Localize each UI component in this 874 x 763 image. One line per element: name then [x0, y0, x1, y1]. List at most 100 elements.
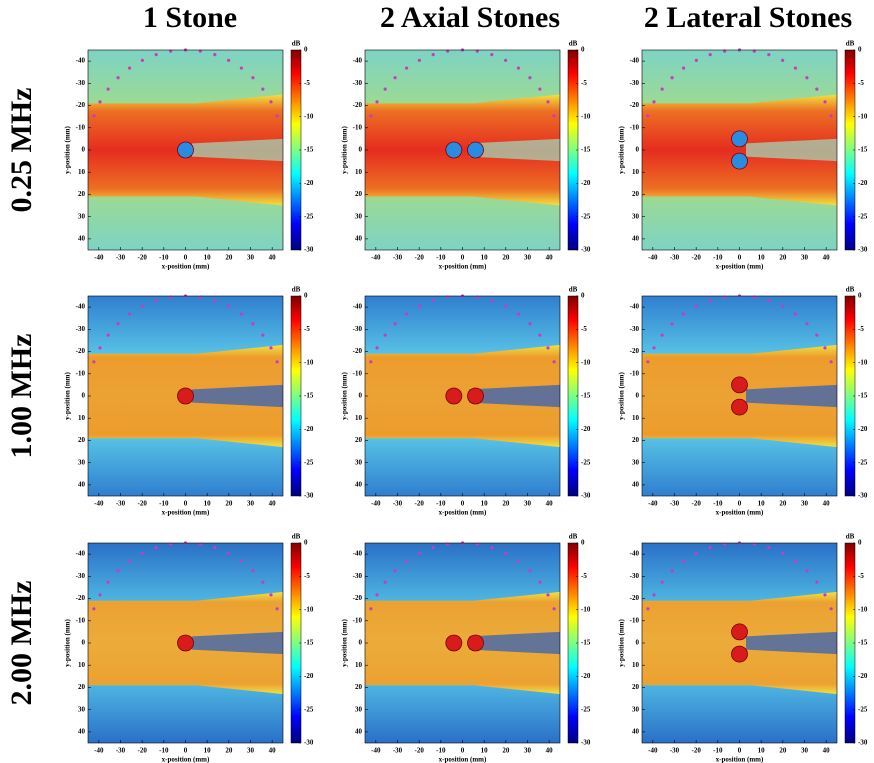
transducer-element: [116, 322, 119, 325]
colorbar-label: dB: [292, 40, 301, 48]
transducer-element: [546, 100, 549, 103]
transducer-element: [128, 559, 131, 562]
colorbar-tick-label: -25: [581, 212, 591, 220]
transducer-element: [92, 360, 95, 363]
y-tick-label: -10: [630, 616, 640, 624]
y-tick-label: 30: [78, 212, 86, 220]
transducer-element: [781, 305, 784, 308]
transducer-element: [384, 88, 387, 91]
transducer-element: [261, 581, 264, 584]
transducer-element: [709, 53, 712, 56]
y-axis-label: y-position (mm): [618, 126, 626, 174]
colorbar-tick-label: -5: [304, 572, 310, 580]
transducer-element: [276, 114, 279, 117]
transducer-element: [116, 76, 119, 79]
transducer-element: [646, 360, 649, 363]
y-tick-label: -30: [630, 572, 640, 580]
transducer-element: [490, 299, 493, 302]
transducer-element: [261, 334, 264, 337]
y-tick-label: 40: [355, 480, 363, 488]
transducer-element: [269, 593, 272, 596]
y-tick-label: -30: [76, 325, 86, 333]
x-tick-label: 0: [461, 254, 465, 262]
colorbar-tick-label: -30: [304, 246, 314, 254]
y-tick-label: -30: [76, 79, 86, 87]
y-tick-label: -40: [630, 303, 640, 311]
stone: [468, 635, 484, 651]
stone: [178, 142, 194, 158]
x-tick-label: -10: [713, 254, 723, 262]
transducer-element: [269, 100, 272, 103]
x-axis-label: x-position (mm): [162, 509, 210, 517]
colorbar-tick-label: -20: [581, 425, 591, 433]
transducer-element: [490, 53, 493, 56]
x-tick-label: 30: [247, 500, 255, 508]
y-tick-label: -20: [630, 347, 640, 355]
x-tick-label: -20: [137, 254, 147, 262]
transducer-element: [670, 569, 673, 572]
transducer-element: [546, 346, 549, 349]
colorbar-label: dB: [569, 40, 578, 48]
transducer-element: [107, 581, 110, 584]
colorbar-tick-label: -15: [581, 146, 591, 154]
stone: [732, 131, 748, 147]
x-tick-label: -30: [670, 747, 680, 755]
x-tick-label: 10: [758, 500, 766, 508]
row-label: 2.00 MHz: [5, 581, 38, 706]
colorbar-tick-label: -20: [581, 179, 591, 187]
colorbar-tick-label: -30: [858, 246, 868, 254]
x-tick-label: -10: [713, 747, 723, 755]
x-tick-label: -10: [436, 747, 446, 755]
colorbar-tick-label: -20: [304, 179, 314, 187]
transducer-element: [670, 322, 673, 325]
colorbar-tick-label: -30: [304, 739, 314, 747]
transducer-element: [213, 546, 216, 549]
transducer-element: [141, 552, 144, 555]
transducer-element: [830, 607, 833, 610]
colorbar-tick-label: -30: [304, 492, 314, 500]
colorbar-tick-label: -5: [581, 325, 587, 333]
y-tick-label: -20: [353, 101, 363, 109]
heatmap-panel: -40-30-20-10010203040-40-30-20-100102030…: [618, 40, 868, 271]
x-axis-label: x-position (mm): [716, 756, 764, 763]
transducer-element: [767, 53, 770, 56]
x-tick-label: -10: [436, 254, 446, 262]
y-tick-label: 20: [632, 436, 640, 444]
x-tick-label: 20: [502, 500, 510, 508]
transducer-element: [227, 305, 230, 308]
transducer-element: [375, 593, 378, 596]
y-tick-label: -40: [630, 550, 640, 558]
transducer-element: [553, 114, 556, 117]
transducer-element: [767, 299, 770, 302]
stone: [446, 388, 462, 404]
y-tick-label: -40: [630, 57, 640, 65]
stone: [732, 646, 748, 662]
x-tick-label: 20: [779, 500, 787, 508]
transducer-element: [269, 346, 272, 349]
y-tick-label: 30: [632, 458, 640, 466]
colorbar-tick-label: -30: [858, 492, 868, 500]
x-tick-label: 40: [823, 500, 831, 508]
y-tick-label: -40: [76, 57, 86, 65]
y-tick-label: 20: [355, 683, 363, 691]
x-tick-label: 20: [779, 254, 787, 262]
y-tick-label: 40: [355, 727, 363, 735]
transducer-element: [405, 66, 408, 69]
x-tick-label: 10: [481, 500, 489, 508]
y-tick-label: 30: [355, 705, 363, 713]
figure: 1 Stone2 Axial Stones2 Lateral Stones0.2…: [0, 0, 874, 763]
transducer-element: [794, 312, 797, 315]
y-tick-label: 20: [78, 683, 86, 691]
stone: [468, 142, 484, 158]
x-tick-label: 0: [461, 747, 465, 755]
y-axis-label: y-position (mm): [618, 619, 626, 667]
x-tick-label: 10: [204, 747, 212, 755]
y-axis-label: y-position (mm): [341, 126, 349, 174]
y-tick-label: -40: [353, 550, 363, 558]
y-tick-label: 30: [632, 212, 640, 220]
colorbar-tick-label: -15: [858, 392, 868, 400]
x-tick-label: 40: [269, 500, 277, 508]
y-tick-label: -30: [353, 572, 363, 580]
transducer-element: [227, 59, 230, 62]
